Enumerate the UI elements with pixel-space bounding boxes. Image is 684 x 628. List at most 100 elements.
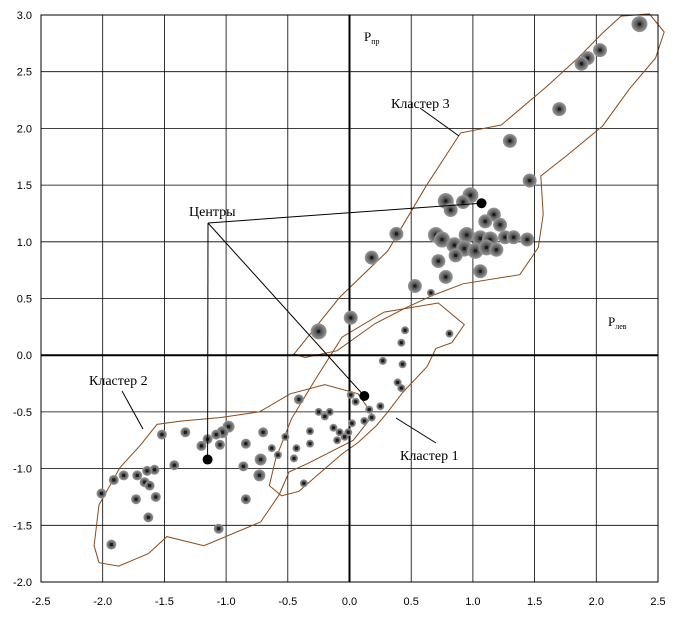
data-point-core bbox=[335, 438, 339, 442]
y-tick-label: 1.5 bbox=[17, 180, 32, 192]
data-point-core bbox=[343, 435, 347, 439]
data-point-core bbox=[512, 235, 516, 239]
cluster3-leader-line bbox=[419, 107, 460, 137]
data-point-core bbox=[297, 397, 301, 401]
x-tick-label: -2.5 bbox=[32, 596, 51, 608]
data-point-core bbox=[261, 430, 265, 434]
data-point-core bbox=[134, 497, 138, 501]
data-point-core bbox=[172, 463, 176, 467]
data-point-core bbox=[394, 232, 398, 236]
cluster1-label: Кластер 1 bbox=[400, 449, 459, 464]
data-point-core bbox=[396, 380, 400, 384]
data-point-core bbox=[494, 248, 498, 252]
y-tick-label: 1.0 bbox=[17, 237, 32, 249]
data-point-core bbox=[637, 22, 641, 26]
cluster-center-point bbox=[202, 454, 213, 465]
cluster-centers bbox=[202, 198, 487, 465]
data-point-core bbox=[498, 223, 502, 227]
data-point-core bbox=[317, 329, 321, 333]
data-point-core bbox=[148, 484, 152, 488]
data-point-core bbox=[328, 410, 332, 414]
y-tick-label: 2.5 bbox=[17, 67, 32, 79]
data-point-core bbox=[199, 444, 203, 448]
data-point-core bbox=[525, 238, 529, 242]
centers-label: Центры bbox=[189, 205, 236, 220]
data-point-core bbox=[276, 453, 280, 457]
center-leader-line bbox=[207, 202, 482, 224]
data-point-core bbox=[218, 443, 222, 447]
data-point-core bbox=[399, 341, 403, 345]
data-point-core bbox=[302, 481, 306, 485]
data-point-core bbox=[109, 543, 113, 547]
data-point-core bbox=[484, 245, 488, 249]
data-point-core bbox=[598, 48, 602, 52]
x-tick-label: -2.0 bbox=[93, 596, 112, 608]
data-point-core bbox=[350, 421, 354, 425]
data-point-core bbox=[579, 62, 583, 66]
data-point-core bbox=[112, 478, 116, 482]
data-point-core bbox=[143, 480, 147, 484]
data-point-core bbox=[146, 515, 150, 519]
x-tick-label: -1.0 bbox=[217, 596, 236, 608]
y-axis-name-sub: пр bbox=[371, 37, 379, 46]
data-point-core bbox=[462, 247, 466, 251]
x-axis-name-main: P bbox=[608, 314, 615, 329]
data-point-core bbox=[241, 464, 245, 468]
data-point-core bbox=[440, 238, 444, 242]
data-point-core bbox=[183, 430, 187, 434]
data-point-core bbox=[444, 199, 448, 203]
data-point-core bbox=[461, 200, 465, 204]
data-point-core bbox=[447, 332, 451, 336]
data-point-core bbox=[122, 473, 126, 477]
data-point-core bbox=[323, 414, 327, 418]
data-point-core bbox=[270, 446, 274, 450]
x-tick-label: 1.0 bbox=[465, 596, 480, 608]
x-tick-label: -0.5 bbox=[278, 596, 297, 608]
data-point-core bbox=[308, 429, 312, 433]
cluster3-outline bbox=[293, 13, 665, 359]
y-tick-label: -1.5 bbox=[13, 520, 32, 532]
data-point-core bbox=[283, 435, 287, 439]
y-tick-label: -1.0 bbox=[13, 464, 32, 476]
y-tick-label: 0.5 bbox=[17, 294, 32, 306]
data-point-core bbox=[444, 275, 448, 279]
data-point-core bbox=[465, 233, 469, 237]
data-point-core bbox=[378, 404, 382, 408]
cluster1-outline bbox=[268, 302, 465, 497]
tick-labels: -2.5 -2.0 -1.5 -1.0 -0.5 0.0 0.5 1.0 1.5 2.0 2.53.… bbox=[13, 10, 666, 608]
cluster-center-point bbox=[476, 198, 487, 209]
x-axis-name-sub: лев bbox=[615, 322, 627, 331]
data-point-core bbox=[429, 291, 433, 295]
data-point-core bbox=[401, 362, 405, 366]
data-point-core bbox=[483, 219, 487, 223]
y-tick-label: -0.5 bbox=[13, 407, 32, 419]
data-point-core bbox=[478, 236, 482, 240]
data-point-core bbox=[154, 495, 158, 499]
y-tick-label: 2.0 bbox=[17, 123, 32, 135]
data-point-core bbox=[135, 473, 139, 477]
y-axis-name-main: P bbox=[364, 29, 371, 44]
data-point-core bbox=[220, 430, 224, 434]
x-tick-label: 2.0 bbox=[589, 596, 604, 608]
data-point-core bbox=[452, 243, 456, 247]
data-point-core bbox=[99, 492, 103, 496]
data-point-core bbox=[492, 213, 496, 217]
cluster2-label: Кластер 2 bbox=[89, 374, 148, 389]
data-point-core bbox=[508, 139, 512, 143]
data-point-core bbox=[145, 469, 149, 473]
data-point-core bbox=[244, 442, 248, 446]
data-point-core bbox=[354, 400, 358, 404]
data-point-core bbox=[244, 497, 248, 501]
data-point-core bbox=[292, 456, 296, 460]
data-point-core bbox=[370, 416, 374, 420]
data-point-core bbox=[331, 426, 335, 430]
cluster3-label: Кластер 3 bbox=[391, 97, 450, 112]
data-point-core bbox=[367, 408, 371, 412]
data-point-core bbox=[259, 458, 263, 462]
data-point-core bbox=[217, 527, 221, 531]
data-point-core bbox=[362, 419, 366, 423]
data-point-core bbox=[586, 56, 590, 60]
x-tick-label: 2.5 bbox=[650, 596, 665, 608]
